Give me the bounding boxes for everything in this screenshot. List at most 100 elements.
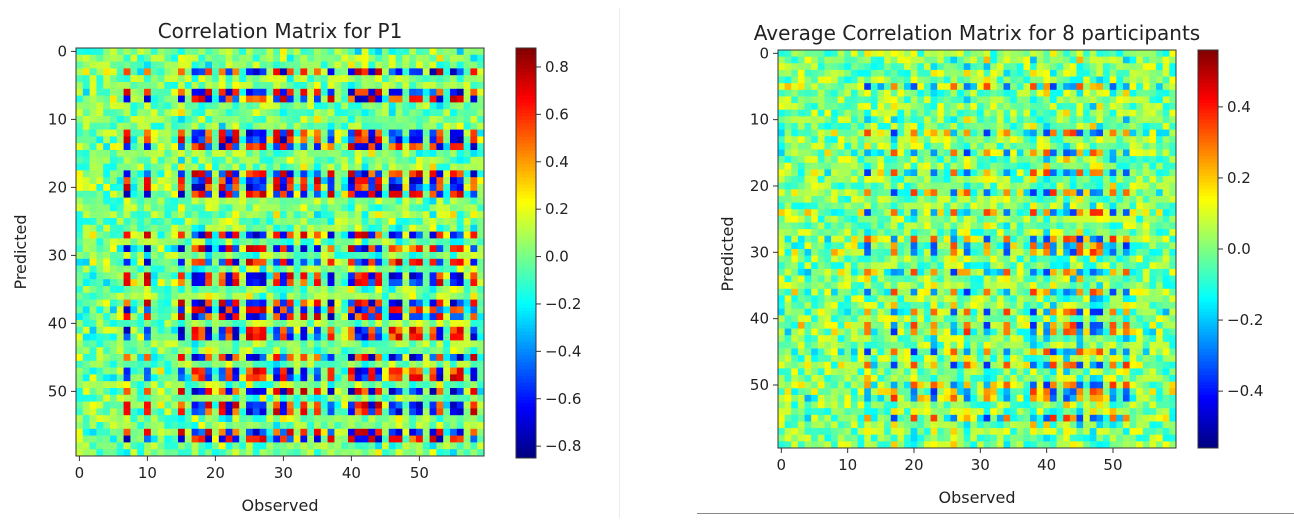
colorbar-segment bbox=[516, 352, 536, 356]
heatmap-cell bbox=[1050, 96, 1057, 103]
colorbar-segment bbox=[516, 157, 536, 161]
heatmap-cell bbox=[477, 143, 484, 150]
heatmap-cell bbox=[416, 252, 423, 259]
heatmap-cell bbox=[205, 313, 212, 320]
heatmap-cell bbox=[957, 176, 964, 183]
heatmap-cell bbox=[226, 198, 233, 205]
heatmap-cell bbox=[164, 143, 171, 150]
heatmap-cell bbox=[151, 55, 158, 62]
heatmap-cell bbox=[878, 143, 885, 150]
heatmap-cell bbox=[1123, 77, 1130, 84]
heatmap-cell bbox=[1083, 96, 1090, 103]
heatmap-cell bbox=[103, 204, 110, 211]
heatmap-cell bbox=[246, 429, 253, 436]
heatmap-cell bbox=[348, 313, 355, 320]
heatmap-cell bbox=[362, 238, 369, 245]
heatmap-cell bbox=[192, 123, 199, 130]
heatmap-cell bbox=[348, 252, 355, 259]
heatmap-cell bbox=[246, 300, 253, 307]
heatmap-cell bbox=[871, 183, 878, 190]
heatmap-cell bbox=[409, 184, 416, 191]
heatmap-cell bbox=[232, 449, 239, 456]
heatmap-cell bbox=[185, 442, 192, 449]
heatmap-cell bbox=[260, 320, 267, 327]
heatmap-cell bbox=[239, 395, 246, 402]
heatmap-cell bbox=[450, 361, 457, 368]
heatmap-cell bbox=[151, 218, 158, 225]
heatmap-cell bbox=[164, 259, 171, 266]
heatmap-cell bbox=[1156, 176, 1163, 183]
heatmap-cell bbox=[110, 320, 117, 327]
heatmap-cell bbox=[321, 252, 328, 259]
heatmap-cell bbox=[805, 183, 812, 190]
heatmap-cell bbox=[124, 415, 131, 422]
heatmap-cell bbox=[246, 68, 253, 75]
heatmap-cell bbox=[219, 164, 226, 171]
heatmap-cell bbox=[117, 313, 124, 320]
heatmap-cell bbox=[402, 293, 409, 300]
heatmap-cell bbox=[117, 395, 124, 402]
heatmap-cell bbox=[273, 184, 280, 191]
heatmap-cell bbox=[430, 313, 437, 320]
heatmap-cell bbox=[878, 57, 885, 64]
heatmap-cell bbox=[158, 136, 165, 143]
heatmap-cell bbox=[178, 415, 185, 422]
heatmap-cell bbox=[96, 238, 103, 245]
heatmap-cell bbox=[375, 75, 382, 82]
heatmap-cell bbox=[891, 176, 898, 183]
heatmap-cell bbox=[280, 157, 287, 164]
heatmap-cell bbox=[1043, 110, 1050, 117]
heatmap-cell bbox=[287, 116, 294, 123]
heatmap-cell bbox=[205, 89, 212, 96]
heatmap-cell bbox=[164, 62, 171, 69]
heatmap-cell bbox=[430, 395, 437, 402]
heatmap-cell bbox=[348, 96, 355, 103]
heatmap-cell bbox=[1130, 63, 1137, 70]
heatmap-cell bbox=[137, 55, 144, 62]
heatmap-cell bbox=[151, 306, 158, 313]
heatmap-cell bbox=[232, 436, 239, 443]
heatmap-cell bbox=[151, 259, 158, 266]
heatmap-cell bbox=[273, 96, 280, 103]
heatmap-cell bbox=[457, 293, 464, 300]
heatmap-cell bbox=[778, 176, 785, 183]
heatmap-cell bbox=[1004, 123, 1011, 130]
heatmap-cell bbox=[280, 286, 287, 293]
heatmap-cell bbox=[151, 395, 158, 402]
heatmap-cell bbox=[130, 157, 137, 164]
heatmap-cell bbox=[158, 306, 165, 313]
heatmap-cell bbox=[844, 136, 851, 143]
heatmap-cell bbox=[362, 313, 369, 320]
colorbar-segment bbox=[516, 151, 536, 155]
heatmap-cell bbox=[805, 70, 812, 77]
heatmap-cell bbox=[164, 89, 171, 96]
heatmap-cell bbox=[1004, 110, 1011, 117]
heatmap-cell bbox=[831, 136, 838, 143]
heatmap-cell bbox=[117, 164, 124, 171]
heatmap-cell bbox=[212, 102, 219, 109]
heatmap-cell bbox=[192, 259, 199, 266]
colorbar-segment bbox=[516, 280, 536, 284]
heatmap-cell bbox=[151, 157, 158, 164]
heatmap-cell bbox=[273, 306, 280, 313]
heatmap-cell bbox=[164, 55, 171, 62]
heatmap-cell bbox=[246, 198, 253, 205]
heatmap-cell bbox=[1030, 83, 1037, 90]
heatmap-cell bbox=[477, 62, 484, 69]
heatmap-cell bbox=[137, 123, 144, 130]
heatmap-cell bbox=[457, 340, 464, 347]
heatmap-cell bbox=[970, 90, 977, 97]
heatmap-cell bbox=[470, 157, 477, 164]
heatmap-cell bbox=[198, 279, 205, 286]
heatmap-cell bbox=[396, 136, 403, 143]
heatmap-cell bbox=[436, 313, 443, 320]
heatmap-cell bbox=[1037, 163, 1044, 170]
heatmap-cell bbox=[1149, 150, 1156, 157]
heatmap-cell bbox=[436, 449, 443, 456]
heatmap-cell bbox=[785, 57, 792, 64]
heatmap-cell bbox=[423, 123, 430, 130]
heatmap-cell bbox=[253, 211, 260, 218]
heatmap-cell bbox=[96, 320, 103, 327]
heatmap-cell bbox=[96, 245, 103, 252]
heatmap-cell bbox=[314, 116, 321, 123]
